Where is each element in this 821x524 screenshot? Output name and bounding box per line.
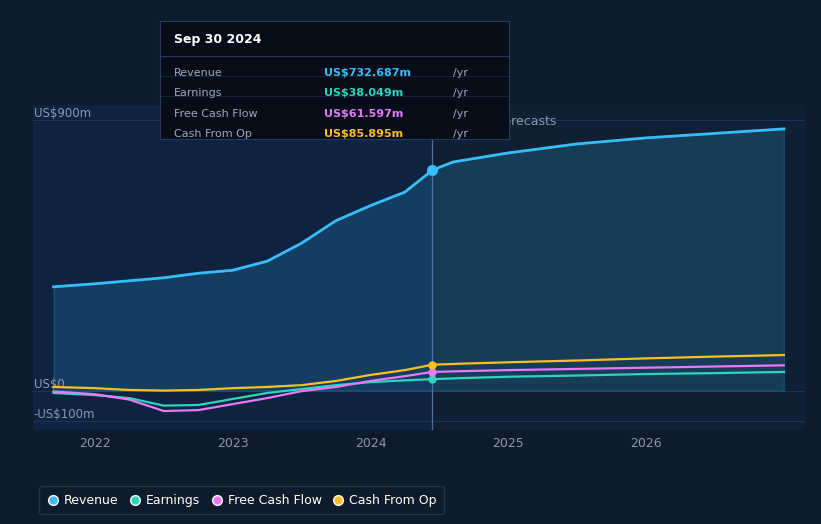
Text: Revenue: Revenue — [174, 69, 222, 79]
Text: Past: Past — [394, 115, 424, 127]
Text: -US$100m: -US$100m — [34, 408, 95, 421]
Text: Sep 30 2024: Sep 30 2024 — [174, 34, 262, 46]
Text: US$61.597m: US$61.597m — [324, 108, 403, 118]
Text: US$0: US$0 — [34, 378, 64, 390]
Text: /yr: /yr — [453, 69, 468, 79]
Text: US$732.687m: US$732.687m — [324, 69, 411, 79]
Bar — [433, 105, 805, 430]
Text: US$38.049m: US$38.049m — [324, 89, 403, 99]
Text: US$85.895m: US$85.895m — [324, 128, 403, 138]
Text: US$900m: US$900m — [34, 107, 91, 120]
Text: Analysts Forecasts: Analysts Forecasts — [440, 115, 557, 127]
Text: /yr: /yr — [453, 108, 468, 118]
Legend: Revenue, Earnings, Free Cash Flow, Cash From Op: Revenue, Earnings, Free Cash Flow, Cash … — [39, 486, 444, 515]
Text: /yr: /yr — [453, 128, 468, 138]
Text: /yr: /yr — [453, 89, 468, 99]
Text: Cash From Op: Cash From Op — [174, 128, 252, 138]
Text: Free Cash Flow: Free Cash Flow — [174, 108, 258, 118]
Text: Earnings: Earnings — [174, 89, 222, 99]
